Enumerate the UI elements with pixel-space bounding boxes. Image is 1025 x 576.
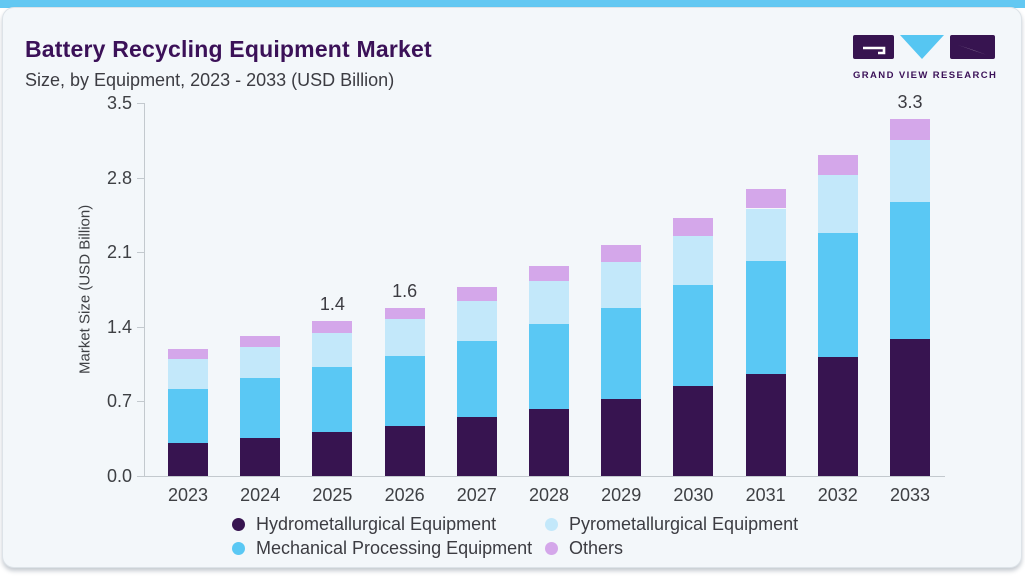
bar-segment-2032 [817, 175, 858, 233]
bar-segment-2026 [384, 319, 425, 356]
bar-segment-2027 [456, 340, 497, 418]
bar-segment-2025 [312, 333, 353, 368]
legend-dot-icon [545, 541, 558, 555]
bar-segment-2026 [384, 307, 425, 320]
bar-segment-2023 [168, 358, 208, 389]
accent-strip [0, 0, 1025, 8]
bar-segment-2030 [673, 285, 714, 387]
legend-item: Hydrometallurgical Equipment [232, 513, 545, 535]
bar-segment-2029 [601, 244, 642, 262]
bar-segment-2033 [890, 338, 930, 476]
bar-segment-2023 [168, 442, 208, 476]
x-tick-label: 2028 [528, 485, 570, 505]
y-tick-mark [137, 177, 144, 179]
bar-segment-2023 [168, 349, 208, 359]
x-tick-label: 2032 [817, 485, 858, 505]
header: Battery Recycling Equipment Market Size,… [25, 36, 432, 91]
legend-label: Others [569, 537, 624, 558]
bar-segment-2024 [240, 336, 281, 348]
x-tick-label: 2030 [673, 485, 714, 505]
bar-segment-2030 [673, 386, 714, 476]
y-tick-mark [137, 103, 144, 104]
bar-segment-2031 [745, 189, 786, 209]
y-tick-label: 3.5 [106, 93, 132, 113]
bar-segment-2031 [745, 208, 786, 261]
y-tick-mark [137, 401, 144, 403]
x-axis-line [144, 476, 945, 477]
x-tick-label: 2026 [384, 485, 425, 505]
gvr-logo: GRAND VIEW RESEARCH [853, 35, 998, 81]
legend-label: Hydrometallurgical Equipment [256, 513, 497, 534]
bar-total-label: 1.4 [319, 294, 345, 315]
page-subtitle: Size, by Equipment, 2023 - 2033 (USD Bil… [25, 70, 395, 90]
legend-dot-icon [232, 541, 245, 555]
bar-segment-2028 [529, 266, 569, 281]
legend-item: Mechanical Processing Equipment [232, 537, 545, 559]
x-tick-label: 2033 [889, 485, 931, 505]
bar-segment-2026 [384, 355, 425, 426]
legend-dot-icon [545, 517, 558, 531]
gvr-logo-text: GRAND VIEW RESEARCH [853, 70, 998, 81]
gvr-logo-icon [853, 35, 995, 59]
bar-segment-2024 [240, 347, 281, 378]
y-tick-label: 0.0 [106, 466, 132, 486]
y-tick-label: 0.7 [106, 391, 132, 412]
bar-segment-2026 [384, 425, 425, 476]
bar-segment-2031 [745, 260, 786, 374]
bar-segment-2029 [601, 307, 642, 400]
bar-segment-2025 [312, 321, 353, 334]
bar-segment-2023 [168, 388, 208, 443]
bar-total-label: 3.3 [897, 91, 923, 112]
legend-label: Mechanical Processing Equipment [256, 537, 533, 558]
y-tick-label: 1.4 [106, 316, 132, 337]
bar-segment-2033 [890, 202, 930, 339]
bar-segment-2025 [312, 432, 353, 476]
bar-segment-2032 [817, 233, 858, 357]
y-tick-label: 2.8 [106, 167, 132, 188]
x-tick-label: 2027 [456, 485, 497, 505]
bar-segment-2031 [745, 373, 786, 476]
y-tick-mark [137, 252, 144, 254]
page-title: Battery Recycling Equipment Market [25, 36, 432, 62]
x-tick-label: 2024 [240, 485, 281, 505]
x-tick-label: 2023 [167, 485, 209, 505]
bar-segment-2032 [817, 155, 858, 176]
legend-label: Pyrometallurgical Equipment [569, 513, 799, 534]
bar-segment-2028 [529, 408, 569, 476]
bar-segment-2028 [529, 323, 569, 409]
legend: Hydrometallurgical Equipment Pyrometallur… [232, 513, 798, 559]
bar-segment-2033 [890, 140, 930, 203]
x-tick-label: 2031 [745, 485, 786, 505]
bar-segment-2028 [529, 280, 569, 324]
bar-segment-2029 [601, 399, 642, 476]
bar-total-label: 1.6 [392, 280, 418, 301]
y-axis-line [144, 103, 145, 476]
bar-segment-2027 [456, 417, 497, 476]
bar-segment-2030 [673, 236, 714, 286]
y-tick-label: 2.1 [106, 242, 132, 263]
legend-dot-icon [232, 517, 245, 531]
y-tick-mark [137, 326, 144, 328]
legend-item: Others [545, 537, 798, 559]
bar-segment-2024 [240, 437, 281, 476]
x-tick-label: 2025 [312, 485, 353, 505]
bar-segment-2029 [601, 261, 642, 308]
bar-segment-2032 [817, 356, 858, 476]
bar-segment-2033 [890, 118, 930, 141]
bar-segment-2030 [673, 218, 714, 237]
legend-item: Pyrometallurgical Equipment [545, 513, 798, 535]
y-axis-title: Market Size (USD Billion) [76, 204, 94, 375]
bar-segment-2027 [456, 301, 497, 341]
y-tick-mark [137, 476, 144, 477]
bar-segment-2024 [240, 377, 281, 438]
bar-segment-2025 [312, 367, 353, 433]
bar-segment-2027 [456, 287, 497, 302]
x-tick-label: 2029 [601, 485, 642, 505]
